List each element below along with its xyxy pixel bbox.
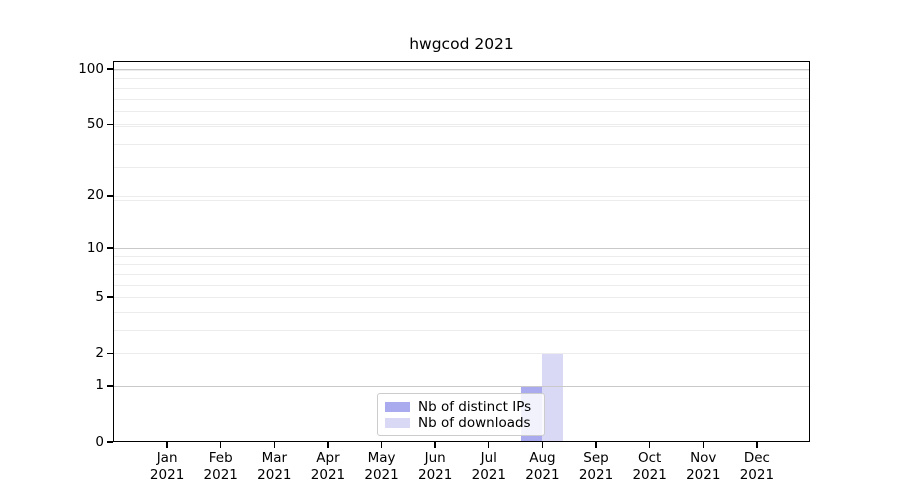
x-tick-mark [488,442,490,448]
y-tick-mark [107,296,113,298]
y-tick-label: 20 [86,187,104,204]
x-tick-label: Sep 2021 [578,450,614,483]
x-tick-label: Nov 2021 [686,450,721,483]
x-tick-mark [595,442,597,448]
gridline [113,195,810,197]
gridline [113,87,810,89]
gridline [113,255,810,257]
x-tick-mark [327,442,329,448]
x-tick-label: Aug 2021 [525,450,560,483]
gridline [113,199,810,201]
x-tick-mark [273,442,276,448]
gridline [113,143,810,145]
y-tick-label: 10 [86,239,104,256]
x-tick-mark [756,442,758,448]
gridline [113,167,810,169]
plot-area [113,61,810,442]
x-tick-mark [380,442,383,448]
legend-item: Nb of distinct IPs [385,399,537,415]
x-tick-mark [541,442,544,448]
x-tick-mark [434,442,436,448]
gridline [113,284,810,286]
gridline [113,78,810,80]
legend-swatch-nb-of-downloads [385,418,410,428]
gridline [113,297,810,299]
y-tick-mark [107,441,113,443]
x-tick-label: Oct 2021 [632,450,667,483]
legend-swatch-nb-of-distinct-ips [385,402,410,412]
x-tick-label: Mar 2021 [257,450,292,483]
legend-item: Nb of downloads [385,415,537,431]
y-tick-label: 1 [95,377,104,394]
y-tick-label: 0 [95,433,104,450]
y-tick-mark [107,352,113,354]
legend-label: Nb of distinct IPs [418,399,532,415]
y-tick-mark [107,247,113,249]
gridline [113,353,810,355]
y-tick-mark [107,68,113,70]
gridline [113,264,810,266]
y-tick-label: 100 [78,60,104,77]
gridline-major [113,69,810,70]
y-tick-mark [107,123,113,125]
legend-label: Nb of downloads [418,415,531,431]
y-tick-mark [107,195,113,197]
x-tick-mark [166,442,168,448]
chart-title: hwgcod 2021 [409,35,514,53]
legend: Nb of distinct IPs Nb of downloads [377,393,545,436]
x-tick-label: Jan 2021 [149,450,185,483]
gridline [113,124,810,126]
x-tick-label: Apr 2021 [310,450,346,483]
gridline [113,98,810,100]
x-tick-label: Dec 2021 [739,450,775,483]
gridline [113,329,810,331]
x-tick-label: Jul 2021 [471,450,506,483]
gridline [113,69,810,71]
gridline [113,311,810,313]
gridline-major [113,385,810,387]
gridline [113,125,810,127]
x-tick-label: Feb 2021 [203,450,238,483]
y-tick-label: 50 [86,115,104,132]
x-tick-mark [220,442,222,448]
gridline [113,273,810,275]
y-tick-label: 2 [95,344,104,361]
gridline [113,111,810,113]
x-tick-mark [702,442,704,448]
x-tick-mark [648,442,651,448]
x-tick-label: May 2021 [364,450,399,483]
x-tick-label: Jun 2021 [418,450,453,483]
y-tick-mark [107,385,113,387]
y-tick-label: 5 [95,288,104,305]
gridline-major [113,248,810,250]
bar-aug-2021-nb-of-downloads [541,353,564,442]
